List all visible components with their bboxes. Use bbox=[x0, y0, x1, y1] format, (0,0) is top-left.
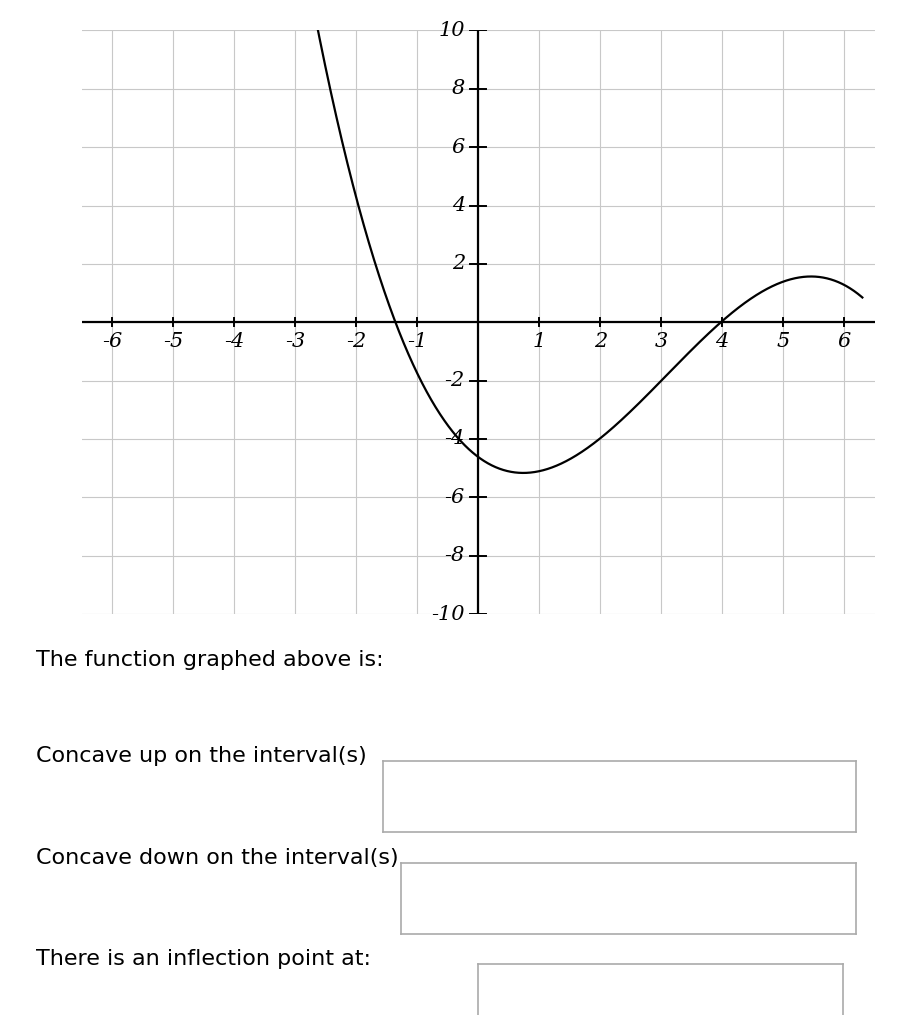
Text: Concave down on the interval(s): Concave down on the interval(s) bbox=[36, 848, 399, 868]
Text: 3: 3 bbox=[654, 332, 668, 350]
Text: -6: -6 bbox=[102, 332, 123, 350]
Text: 6: 6 bbox=[837, 332, 851, 350]
Text: -6: -6 bbox=[445, 488, 465, 506]
Text: 6: 6 bbox=[452, 138, 465, 156]
Text: The function graphed above is:: The function graphed above is: bbox=[36, 650, 384, 670]
Text: -5: -5 bbox=[163, 332, 183, 350]
Text: -3: -3 bbox=[285, 332, 305, 350]
Text: 4: 4 bbox=[452, 196, 465, 215]
Text: 10: 10 bbox=[438, 21, 465, 40]
Text: 8: 8 bbox=[452, 79, 465, 98]
Text: There is an inflection point at:: There is an inflection point at: bbox=[36, 949, 372, 969]
Text: -2: -2 bbox=[445, 371, 465, 390]
Text: -8: -8 bbox=[445, 546, 465, 565]
Text: 2: 2 bbox=[594, 332, 607, 350]
Text: 2: 2 bbox=[452, 255, 465, 273]
Text: 5: 5 bbox=[776, 332, 790, 350]
Text: 4: 4 bbox=[715, 332, 729, 350]
Text: -4: -4 bbox=[224, 332, 244, 350]
Text: -10: -10 bbox=[432, 605, 465, 623]
Text: -2: -2 bbox=[346, 332, 366, 350]
Text: 1: 1 bbox=[533, 332, 546, 350]
Text: Concave up on the interval(s): Concave up on the interval(s) bbox=[36, 746, 367, 766]
Text: -4: -4 bbox=[445, 429, 465, 449]
Text: -1: -1 bbox=[407, 332, 427, 350]
